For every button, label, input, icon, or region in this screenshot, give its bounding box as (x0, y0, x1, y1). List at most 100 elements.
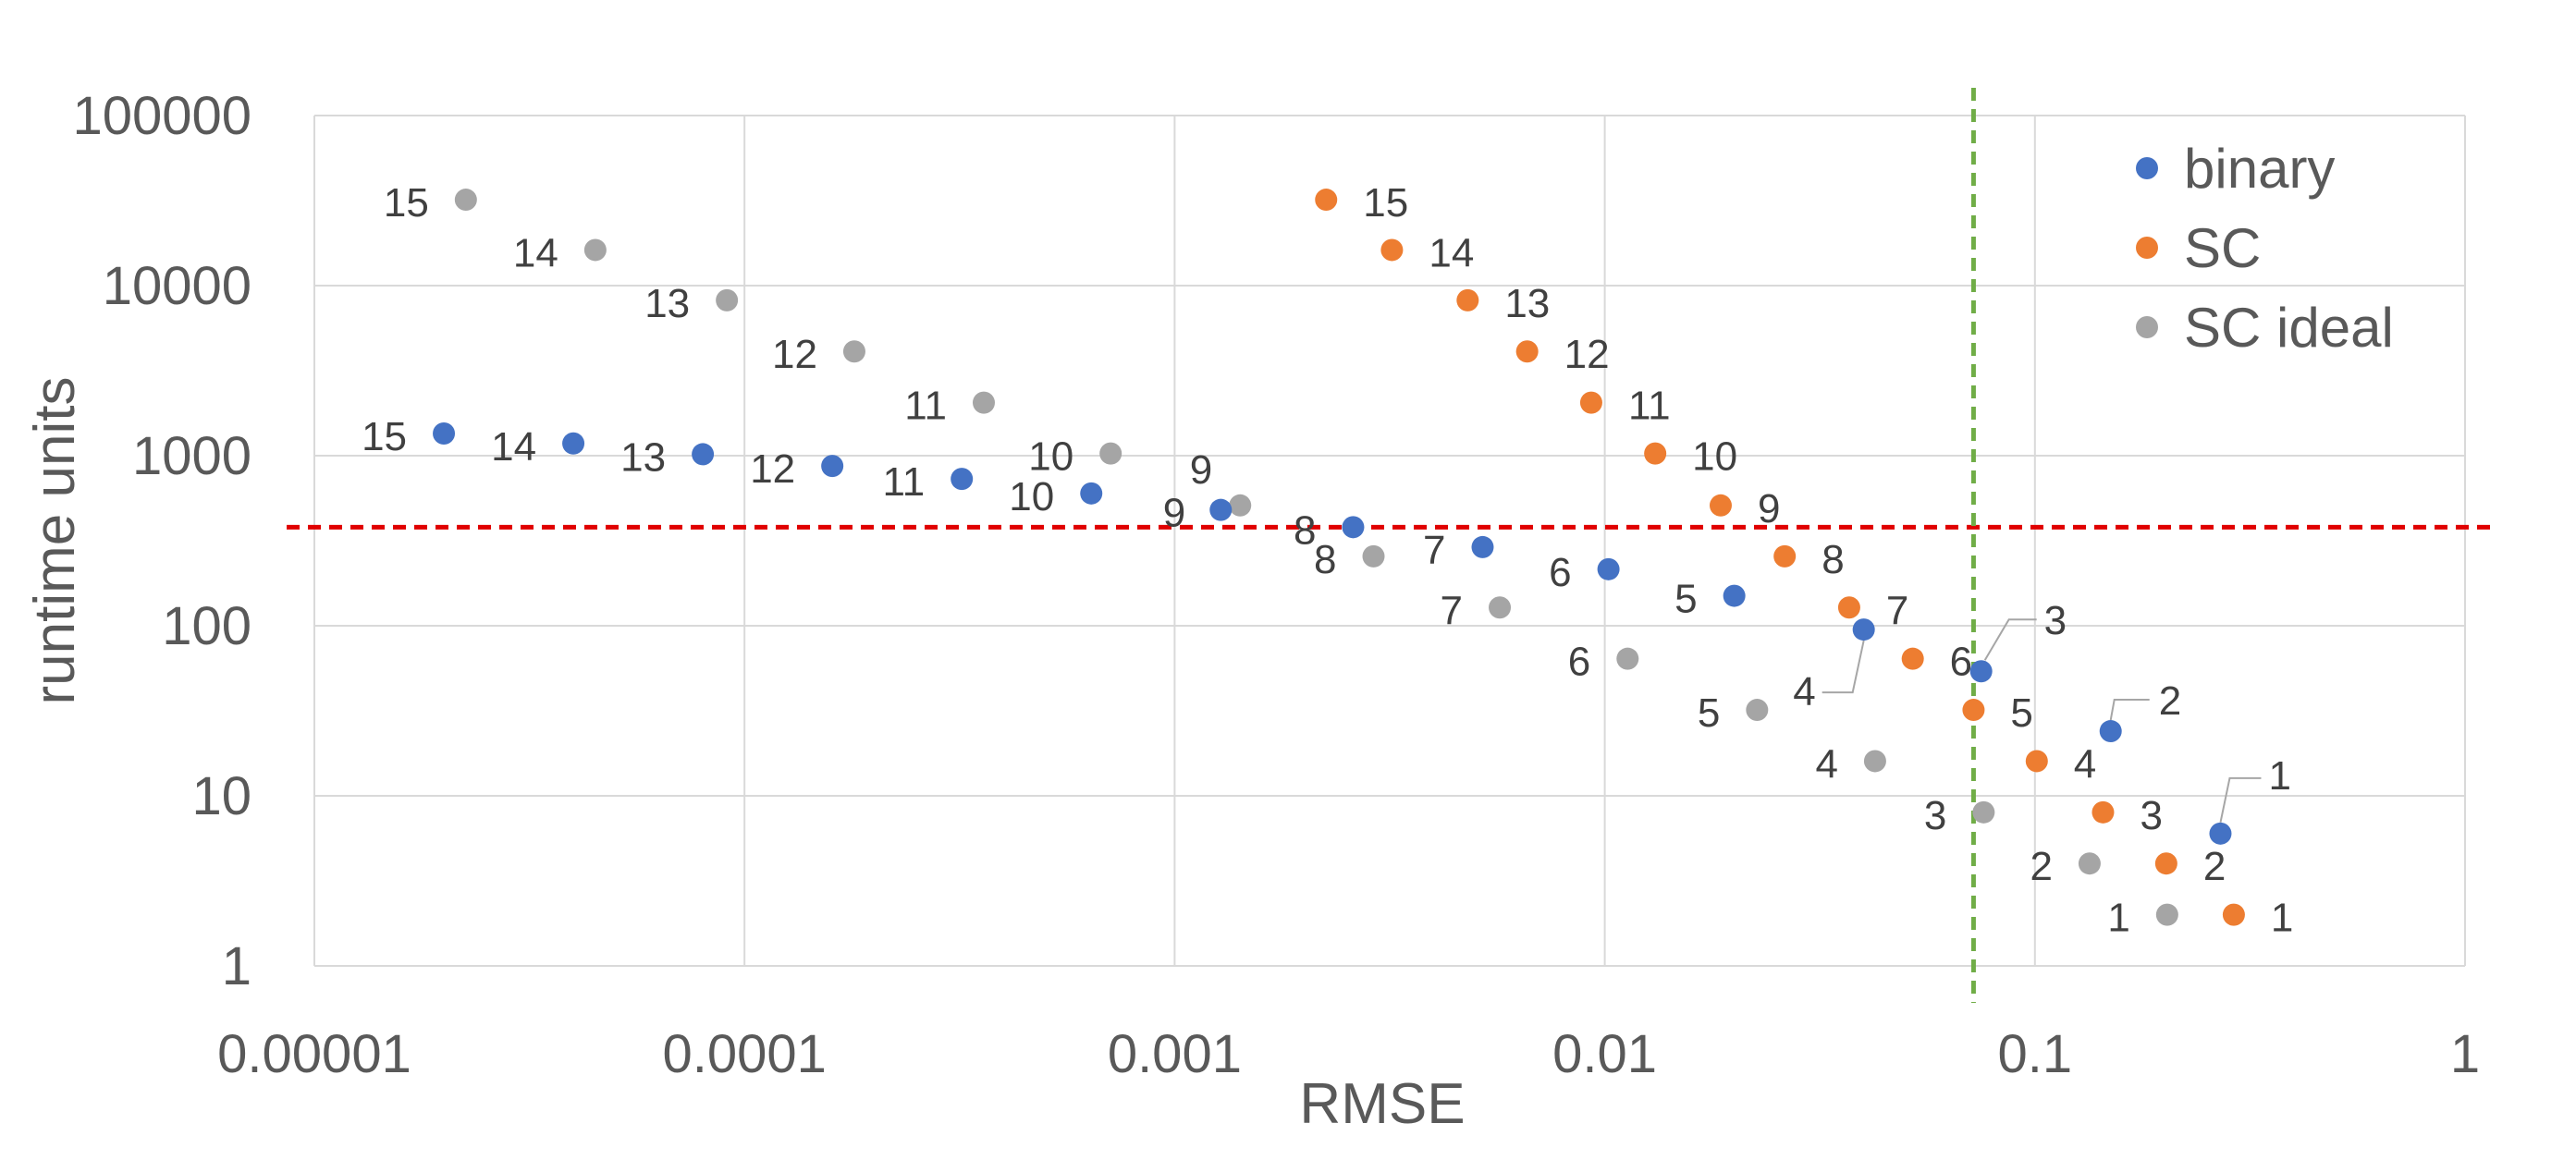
binary-point (1471, 535, 1494, 558)
sc-data-label: 7 (1886, 588, 1908, 633)
binary-data-label: 10 (1009, 474, 1054, 519)
y-tick-label: 100 (162, 596, 251, 656)
binary-point (1342, 516, 1365, 539)
binary-point (821, 455, 844, 478)
sc-ideal-data-label: 15 (384, 180, 429, 226)
binary-data-label: 12 (750, 446, 795, 492)
sc-ideal-point (842, 340, 865, 363)
sc-ideal-data-label: 3 (1924, 793, 1946, 838)
binary-data-label: 8 (1294, 507, 1316, 553)
binary-point (692, 443, 715, 466)
sc-point (1315, 189, 1338, 212)
binary-label-leader (1983, 618, 2037, 661)
reference-lines (287, 88, 2496, 1003)
legend-marker-sc (2136, 237, 2158, 259)
sc-ideal-point (1863, 750, 1886, 773)
sc-point (2222, 903, 2245, 926)
legend: binary SC SC ideal (2136, 138, 2394, 359)
sc-ideal-data-label: 9 (1190, 447, 1212, 493)
x-axis-title: RMSE (1299, 1072, 1465, 1136)
sc-point (1644, 442, 1667, 465)
sc-data-label: 5 (2010, 690, 2032, 736)
sc-data-label: 8 (1822, 537, 1844, 582)
binary-label-leader (2109, 699, 2150, 721)
y-tick-label: 1000 (132, 426, 251, 486)
legend-label-sc-ideal: SC ideal (2184, 297, 2394, 359)
x-tick-label: 1 (2450, 1024, 2480, 1084)
sc-point (2091, 800, 2115, 824)
sc-ideal-data-label: 5 (1698, 690, 1720, 736)
y-tick-label: 100000 (72, 86, 251, 146)
data-points (433, 189, 2245, 926)
sc-ideal-point (1972, 800, 1995, 824)
binary-point (1852, 618, 1875, 641)
binary-data-label: 13 (620, 434, 666, 480)
sc-ideal-data-label: 4 (1815, 741, 1837, 787)
binary-data-label: 15 (362, 414, 407, 459)
sc-point (1962, 699, 1985, 722)
binary-data-label: 2 (2159, 678, 2181, 724)
sc-ideal-point (1616, 647, 1639, 670)
sc-ideal-data-label: 2 (2030, 844, 2052, 889)
binary-point (1080, 482, 1103, 505)
legend-marker-binary (2136, 157, 2158, 179)
binary-point (1969, 660, 1993, 683)
binary-point (951, 468, 974, 491)
x-tick-label: 0.01 (1552, 1024, 1657, 1084)
sc-data-label: 1 (2271, 896, 2293, 941)
sc-ideal-point (1099, 442, 1122, 465)
sc-ideal-data-label: 14 (513, 230, 558, 275)
sc-ideal-point (1489, 596, 1512, 619)
binary-data-label: 1 (2268, 753, 2290, 799)
legend-label-sc: SC (2184, 217, 2261, 279)
binary-data-label: 7 (1423, 528, 1445, 573)
sc-ideal-point (1362, 544, 1385, 568)
sc-data-label: 3 (2140, 793, 2162, 838)
binary-point (433, 422, 456, 446)
sc-data-label: 2 (2203, 844, 2226, 889)
binary-data-label: 5 (1674, 577, 1697, 622)
sc-point (1901, 647, 1924, 670)
sc-data-label: 12 (1564, 332, 1610, 377)
sc-ideal-point (454, 189, 477, 212)
x-tick-label: 0.00001 (217, 1024, 411, 1084)
sc-ideal-point (716, 288, 739, 311)
sc-ideal-point (1746, 699, 1769, 722)
binary-data-label: 11 (883, 459, 926, 505)
sc-data-label: 4 (2074, 741, 2096, 787)
sc-ideal-point (1229, 494, 1252, 517)
y-tick-label: 10 (191, 766, 251, 826)
sc-ideal-point (583, 238, 607, 262)
sc-ideal-data-label: 8 (1314, 537, 1336, 582)
binary-label-leader (1822, 640, 1865, 694)
sc-point (1515, 340, 1539, 363)
sc-ideal-data-label: 12 (772, 332, 817, 377)
tick-labels: 0.00001 0.0001 0.001 0.01 0.1 111010010001000… (72, 86, 2480, 1084)
gridlines (313, 115, 2466, 967)
sc-point (2025, 750, 2048, 773)
sc-ideal-data-label: 6 (1568, 640, 1590, 685)
x-tick-label: 0.0001 (662, 1024, 826, 1084)
sc-ideal-data-label: 11 (904, 384, 947, 429)
sc-point (1380, 238, 1404, 262)
sc-point (1709, 494, 1732, 517)
x-tick-label: 0.001 (1108, 1024, 1242, 1084)
sc-data-label: 11 (1628, 384, 1671, 429)
legend-label-binary: binary (2184, 138, 2335, 200)
sc-data-label: 15 (1363, 180, 1408, 226)
sc-point (1579, 391, 1602, 414)
sc-point (1456, 288, 1479, 311)
sc-data-label: 14 (1429, 230, 1474, 275)
legend-marker-sc-ideal (2136, 316, 2158, 338)
x-tick-label: 0.1 (1997, 1024, 2072, 1084)
sc-ideal-point (972, 391, 995, 414)
sc-ideal-point (2078, 852, 2101, 875)
sc-data-label: 10 (1692, 434, 1737, 480)
sc-point (1837, 596, 1860, 619)
binary-data-label: 6 (1549, 550, 1571, 595)
sc-data-label: 9 (1758, 486, 1780, 531)
binary-point (1209, 498, 1233, 521)
binary-point (1723, 584, 1746, 607)
